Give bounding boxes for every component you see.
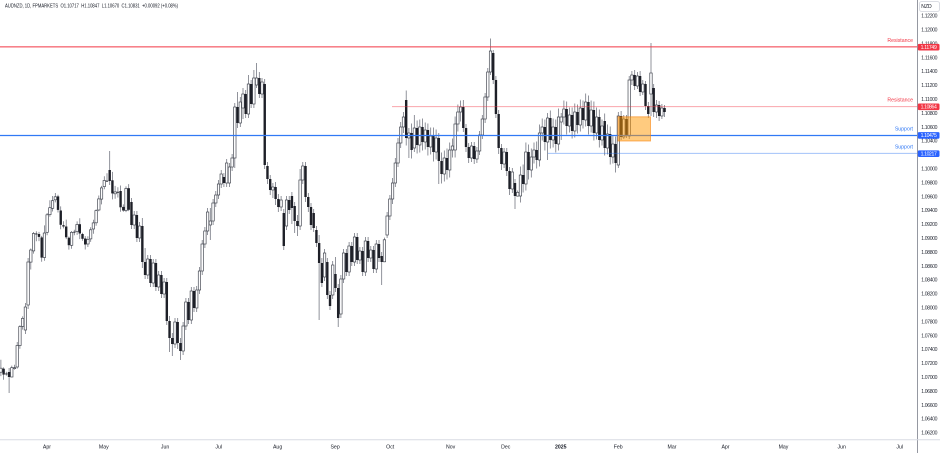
svg-text:Apr: Apr [721,445,729,451]
svg-text:1.11400: 1.11400 [921,69,937,75]
svg-text:1.07200: 1.07200 [921,361,937,367]
svg-text:1.07600: 1.07600 [921,333,937,339]
svg-text:Sep: Sep [330,445,339,451]
svg-text:1.12000: 1.12000 [921,28,937,34]
svg-text:Support: Support [895,144,914,150]
svg-text:1.10000: 1.10000 [921,167,937,173]
svg-text:Apr: Apr [43,445,51,451]
svg-text:Feb: Feb [614,445,623,451]
svg-text:Resistance: Resistance [887,38,913,44]
svg-text:1.11600: 1.11600 [921,55,937,61]
svg-text:Jul: Jul [896,445,903,451]
svg-text:1.06400: 1.06400 [921,417,937,423]
svg-text:1.07000: 1.07000 [921,375,937,381]
svg-text:Resistance: Resistance [887,98,913,104]
svg-text:1.10800: 1.10800 [921,111,937,117]
svg-text:1.10475: 1.10475 [921,133,937,139]
svg-text:1.09800: 1.09800 [921,180,937,186]
svg-text:1.10217: 1.10217 [921,152,937,158]
svg-text:1.12200: 1.12200 [921,14,937,20]
svg-text:1.06600: 1.06600 [921,403,937,409]
svg-text:Nov: Nov [446,445,456,451]
svg-text:2025: 2025 [555,445,567,451]
svg-text:1.08800: 1.08800 [921,250,937,256]
svg-text:1.08400: 1.08400 [921,278,937,284]
svg-text:1.11749: 1.11749 [921,45,937,51]
svg-text:Jun: Jun [838,445,846,451]
svg-text:Jul: Jul [215,445,222,451]
svg-text:1.08600: 1.08600 [921,264,937,270]
svg-text:1.11000: 1.11000 [921,97,937,103]
svg-text:May: May [99,445,109,451]
svg-text:1.09000: 1.09000 [921,236,937,242]
svg-text:1.09600: 1.09600 [921,194,937,200]
svg-text:Support: Support [895,126,914,132]
svg-text:AUDNZD, 1D, FPMARKETS O1.1071: AUDNZD, 1D, FPMARKETS O1.10717 H1.10847 … [5,4,178,10]
svg-text:1.09200: 1.09200 [921,222,937,228]
svg-text:1.06800: 1.06800 [921,389,937,395]
svg-text:1.10864: 1.10864 [921,105,937,111]
svg-text:1.06200: 1.06200 [921,431,937,437]
svg-text:1.08000: 1.08000 [921,306,937,312]
svg-text:Aug: Aug [273,445,282,451]
svg-text:Jun: Jun [161,445,169,451]
svg-text:1.10400: 1.10400 [921,139,937,145]
svg-text:May: May [779,445,789,451]
svg-text:1.11200: 1.11200 [921,83,937,89]
svg-text:1.08200: 1.08200 [921,292,937,298]
svg-text:1.07400: 1.07400 [921,347,937,353]
svg-text:Mar: Mar [668,445,677,451]
svg-text:1.07800: 1.07800 [921,319,937,325]
svg-text:Oct: Oct [386,445,395,451]
svg-text:1.10600: 1.10600 [921,125,937,131]
svg-text:NZD: NZD [921,4,932,10]
svg-text:Dec: Dec [501,445,511,451]
svg-text:1.09400: 1.09400 [921,208,937,214]
